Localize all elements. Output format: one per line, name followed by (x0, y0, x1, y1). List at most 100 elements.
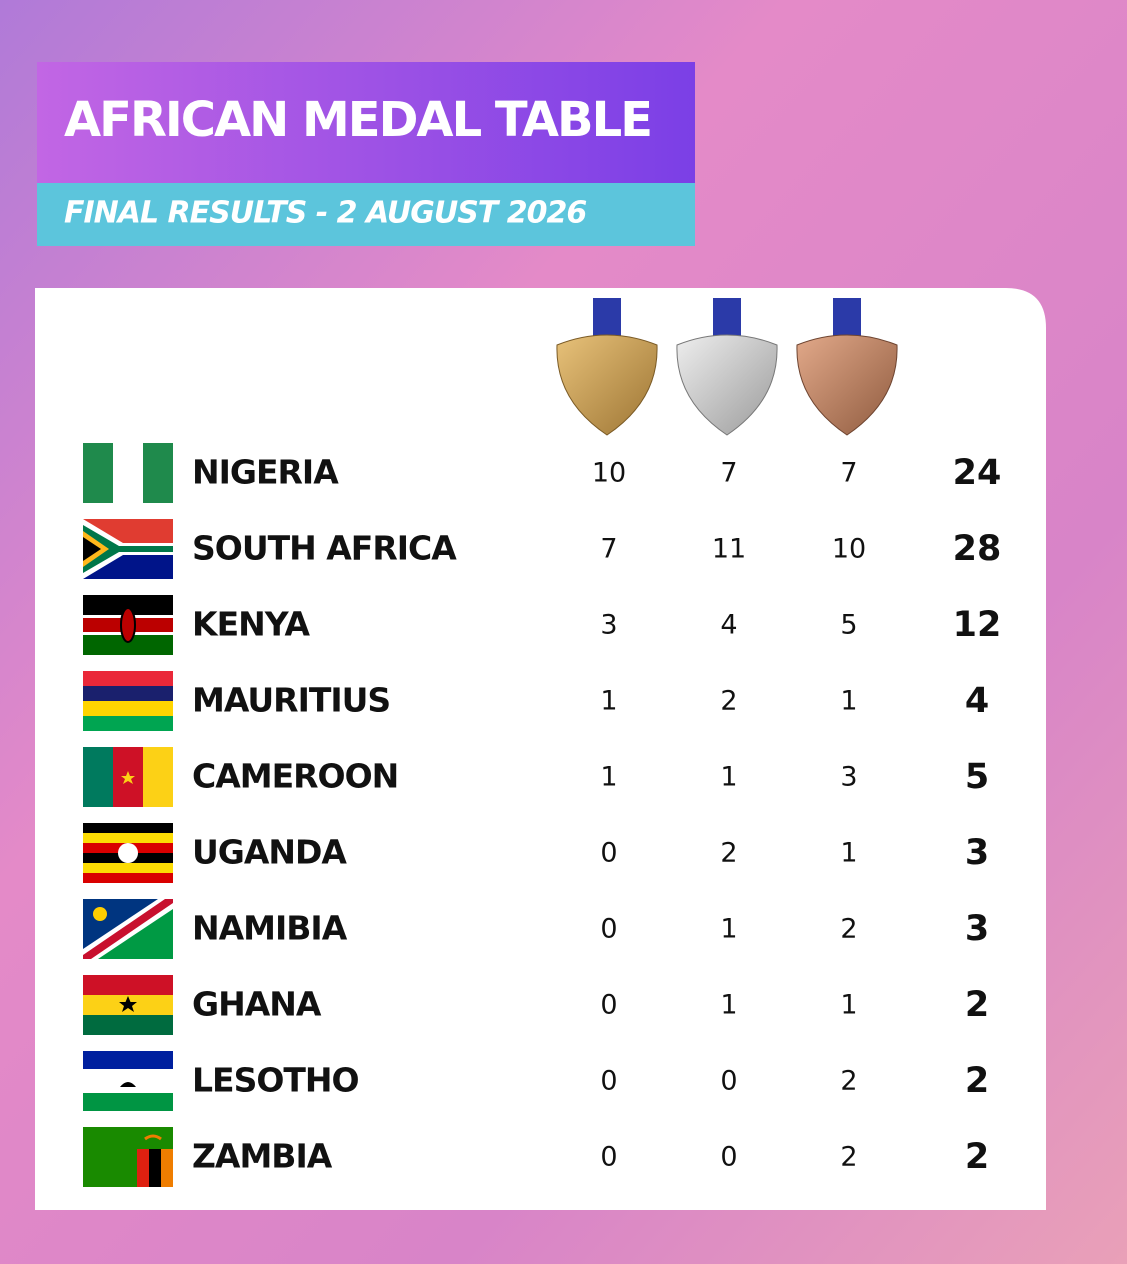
bronze-count: 7 (840, 458, 857, 489)
silver-count: 2 (720, 686, 737, 717)
gold-count: 10 (592, 458, 626, 489)
gold-count: 0 (600, 914, 617, 945)
flag-shape (83, 1093, 173, 1111)
flag-shape (83, 671, 173, 686)
flag (83, 671, 173, 731)
silver-count: 1 (720, 914, 737, 945)
bronze-count: 3 (840, 762, 857, 793)
bronze-count: 1 (840, 990, 857, 1021)
country-name: ZAMBIA (192, 1137, 333, 1176)
medal (676, 334, 778, 436)
flag (83, 1127, 173, 1187)
flag (83, 823, 173, 883)
total-count: 24 (953, 453, 1002, 493)
flag-shape (120, 1082, 136, 1087)
flag-shape (83, 899, 173, 959)
flag-shape (83, 537, 101, 561)
flag-shape (113, 443, 143, 503)
table-row: CAMEROON 1 1 3 5 (83, 747, 989, 807)
title: AFRICAN MEDAL TABLE (64, 92, 651, 148)
title-box (37, 62, 695, 183)
flag (83, 443, 173, 503)
flag-shape (143, 443, 173, 503)
total-count: 2 (965, 1061, 989, 1101)
silver-count: 1 (720, 990, 737, 1021)
gold-count: 7 (600, 534, 617, 565)
table-row: GHANA 0 1 1 2 (83, 975, 989, 1035)
flag-shape (83, 863, 173, 873)
bronze-medal (796, 298, 898, 436)
flag-shape (83, 443, 113, 503)
flag-shape (83, 595, 173, 615)
medal (556, 334, 658, 436)
silver-count: 1 (720, 762, 737, 793)
flag-shape (121, 771, 135, 784)
flag-shape (83, 686, 173, 701)
country-name: CAMEROON (192, 757, 398, 796)
flag-shape (149, 1149, 161, 1187)
table-row: LESOTHO 0 0 2 2 (83, 1051, 989, 1111)
flag-shape (83, 701, 173, 716)
flag-shape (143, 747, 173, 807)
total-count: 5 (965, 757, 989, 797)
flag (83, 519, 173, 579)
table-row: ZAMBIA 0 0 2 2 (83, 1127, 989, 1187)
bronze-count: 2 (840, 914, 857, 945)
flag-shape (83, 1069, 173, 1093)
bronze-count: 10 (832, 534, 866, 565)
flag (83, 747, 173, 807)
flag-shape (137, 1149, 149, 1187)
table-row: MAURITIUS 1 2 1 4 (83, 671, 989, 731)
bronze-count: 2 (840, 1142, 857, 1173)
silver-medal (676, 298, 778, 436)
country-name: GHANA (192, 985, 322, 1024)
flag (83, 1051, 173, 1111)
silver-count: 2 (720, 838, 737, 869)
bronze-count: 5 (840, 610, 857, 641)
total-count: 2 (965, 1137, 989, 1177)
country-name: KENYA (192, 605, 310, 644)
flag-shape (83, 716, 173, 731)
flag-shape (83, 525, 173, 573)
country-name: MAURITIUS (192, 681, 390, 720)
gold-count: 0 (600, 1066, 617, 1097)
flag-shape (83, 873, 173, 883)
silver-count: 0 (720, 1142, 737, 1173)
table-card (35, 288, 1046, 1210)
gold-count: 1 (600, 686, 617, 717)
flag-shape (83, 823, 173, 833)
total-count: 3 (965, 909, 989, 949)
flag-shape (118, 843, 138, 863)
flag-shape (83, 833, 173, 843)
silver-count: 0 (720, 1066, 737, 1097)
country-name: NAMIBIA (192, 909, 348, 948)
silver-count: 11 (712, 534, 746, 565)
flag-shape (119, 996, 137, 1012)
subtitle: FINAL RESULTS - 2 AUGUST 2026 (64, 196, 586, 231)
bronze-count: 1 (840, 686, 857, 717)
table-row: NIGERIA 10 7 7 24 (83, 443, 1001, 503)
gold-count: 0 (600, 990, 617, 1021)
country-name: NIGERIA (192, 453, 339, 492)
table-row: SOUTH AFRICA 7 11 10 28 (83, 519, 1001, 579)
flag-shape (83, 635, 173, 655)
table-row: KENYA 3 4 5 12 (83, 595, 1001, 655)
medal-icons (556, 298, 898, 436)
medal (796, 334, 898, 436)
flag-shape (83, 1015, 173, 1035)
silver-count: 4 (720, 610, 737, 641)
flag-shape (83, 747, 113, 807)
bronze-count: 2 (840, 1066, 857, 1097)
flag-shape (83, 975, 173, 995)
total-count: 28 (953, 529, 1002, 569)
flag (83, 899, 173, 959)
total-count: 3 (965, 833, 989, 873)
flag (83, 595, 173, 655)
flag (83, 975, 173, 1035)
gold-count: 0 (600, 1142, 617, 1173)
gold-count: 1 (600, 762, 617, 793)
gold-count: 3 (600, 610, 617, 641)
country-name: LESOTHO (192, 1061, 359, 1100)
flag-shape (161, 1149, 173, 1187)
